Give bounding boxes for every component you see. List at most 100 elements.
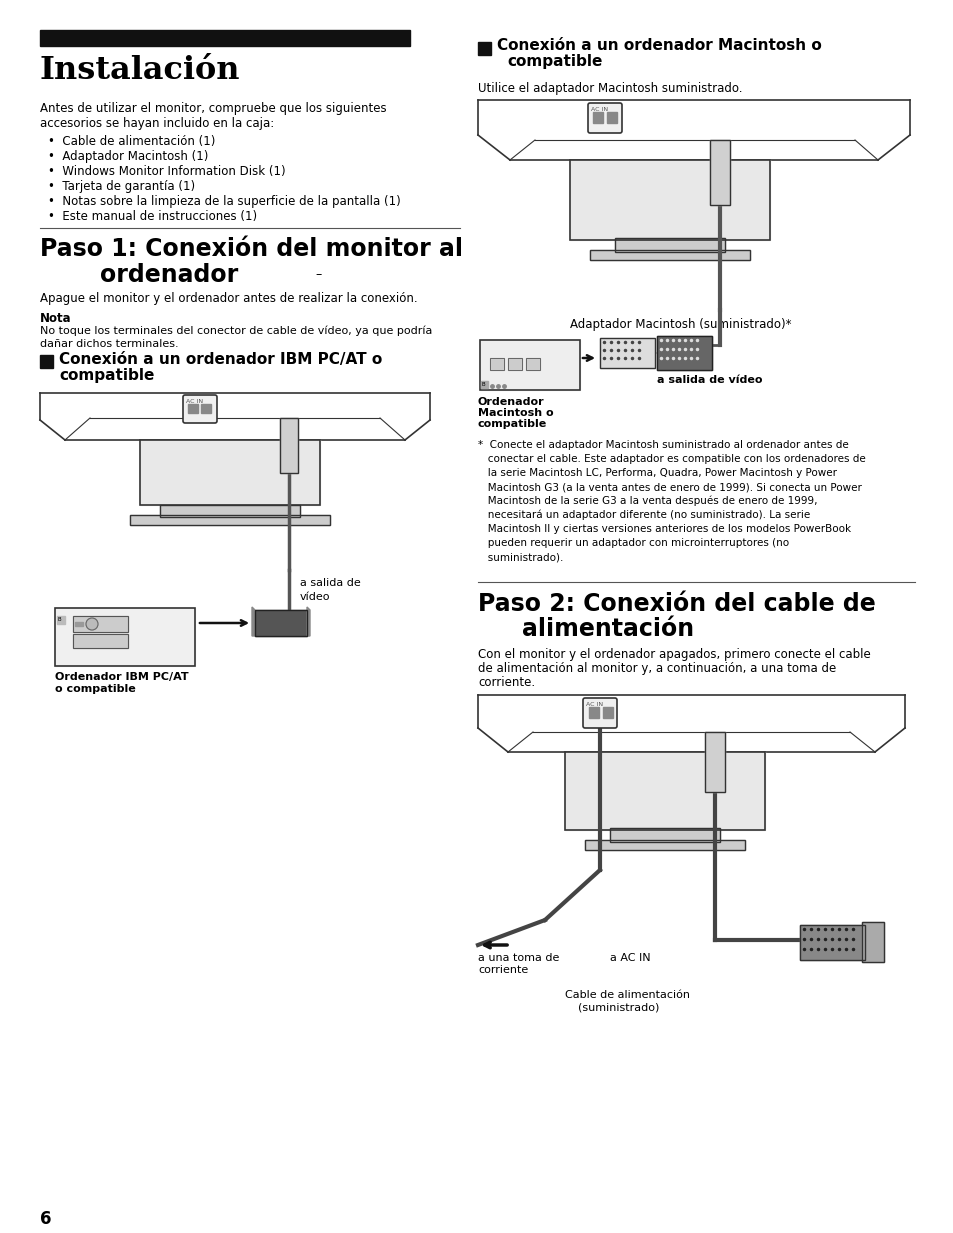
Bar (709, 141, 729, 205)
Text: Macintosh II y ciertas versiones anteriores de los modelos PowerBook: Macintosh II y ciertas versiones anterio… (477, 524, 850, 534)
Text: AC IN: AC IN (585, 702, 602, 707)
Text: AC IN: AC IN (186, 399, 203, 404)
Text: –: – (314, 268, 321, 281)
Bar (609, 829, 720, 842)
Bar (479, 340, 579, 390)
Text: suministrado).: suministrado). (477, 552, 563, 562)
Text: •  Notas sobre la limpieza de la superficie de la pantalla (1): • Notas sobre la limpieza de la superfic… (48, 195, 400, 208)
Text: AC IN: AC IN (590, 107, 607, 112)
Bar (73, 616, 128, 633)
Bar (55, 608, 194, 666)
Bar (800, 925, 864, 961)
Text: compatible: compatible (59, 367, 154, 383)
Text: (suministrado): (suministrado) (578, 1002, 659, 1014)
Bar (564, 752, 764, 830)
Text: Macintosh de la serie G3 a la venta después de enero de 1999,: Macintosh de la serie G3 a la venta desp… (477, 496, 817, 507)
Bar (588, 707, 598, 718)
Text: pueden requerir un adaptador con microinterruptores (no: pueden requerir un adaptador con microin… (477, 538, 788, 547)
Text: 6: 6 (40, 1210, 51, 1228)
Text: Macintosh G3 (a la venta antes de enero de 1999). Si conecta un Power: Macintosh G3 (a la venta antes de enero … (477, 482, 861, 492)
Bar (862, 922, 883, 962)
FancyBboxPatch shape (587, 104, 621, 133)
Text: compatible: compatible (506, 54, 601, 69)
Bar (130, 515, 330, 525)
Bar (57, 616, 65, 624)
Text: conectar el cable. Este adaptador es compatible con los ordenadores de: conectar el cable. Este adaptador es com… (477, 454, 864, 464)
Text: Con el monitor y el ordenador apagados, primero conecte el cable: Con el monitor y el ordenador apagados, … (477, 649, 870, 661)
Bar (569, 160, 769, 240)
Text: Ordenador IBM PC/AT: Ordenador IBM PC/AT (55, 672, 189, 682)
Bar (490, 358, 503, 370)
Bar (589, 250, 749, 260)
Bar (507, 358, 521, 370)
Text: Cable de alimentación: Cable de alimentación (564, 990, 689, 1000)
Text: corriente.: corriente. (477, 676, 535, 689)
Bar (704, 732, 724, 792)
Bar (602, 707, 613, 718)
Text: B: B (481, 382, 485, 387)
Text: *  Conecte el adaptador Macintosh suministrado al ordenador antes de: * Conecte el adaptador Macintosh suminis… (477, 440, 848, 450)
Text: dañar dichos terminales.: dañar dichos terminales. (40, 339, 178, 349)
Text: B: B (58, 616, 62, 621)
Text: Conexión a un ordenador Macintosh o: Conexión a un ordenador Macintosh o (497, 38, 821, 53)
Bar (709, 141, 729, 205)
Bar (657, 337, 711, 370)
Bar (188, 404, 198, 413)
FancyBboxPatch shape (582, 698, 617, 727)
Bar (55, 608, 194, 666)
Text: a una toma de: a una toma de (477, 953, 558, 963)
Bar (490, 358, 503, 370)
Bar (280, 418, 297, 473)
Text: alimentación: alimentación (521, 616, 694, 641)
Text: •  Windows Monitor Information Disk (1): • Windows Monitor Information Disk (1) (48, 165, 285, 178)
Text: Utilice el adaptador Macintosh suministrado.: Utilice el adaptador Macintosh suministr… (477, 83, 741, 95)
Text: ordenador: ordenador (100, 263, 238, 287)
Text: Macintosh o: Macintosh o (477, 408, 553, 418)
Text: Ordenador: Ordenador (477, 397, 544, 407)
Text: •  Tarjeta de garantía (1): • Tarjeta de garantía (1) (48, 180, 195, 194)
Text: de alimentación al monitor y, a continuación, a una toma de: de alimentación al monitor y, a continua… (477, 662, 836, 674)
Bar (73, 616, 128, 633)
Bar (593, 112, 602, 123)
Text: •  Adaptador Macintosh (1): • Adaptador Macintosh (1) (48, 150, 208, 163)
Text: Conexión a un ordenador IBM PC/AT o: Conexión a un ordenador IBM PC/AT o (59, 351, 382, 367)
Bar (477, 42, 491, 55)
Text: Nota: Nota (40, 312, 71, 326)
Text: No toque los terminales del conector de cable de vídeo, ya que podría: No toque los terminales del conector de … (40, 326, 432, 337)
Bar (606, 112, 617, 123)
FancyBboxPatch shape (183, 395, 216, 423)
Text: Adaptador Macintosh (suministrado)*: Adaptador Macintosh (suministrado)* (569, 318, 791, 330)
Bar (480, 381, 488, 388)
Circle shape (86, 618, 98, 630)
Text: Instalación: Instalación (40, 55, 240, 86)
Text: corriente: corriente (477, 965, 528, 975)
Bar (525, 358, 539, 370)
Bar (584, 840, 744, 850)
Bar (254, 610, 307, 636)
Bar (584, 840, 744, 850)
Bar (140, 440, 319, 506)
Text: accesorios se hayan incluido en la caja:: accesorios se hayan incluido en la caja: (40, 117, 274, 129)
Bar (140, 440, 319, 506)
Bar (201, 404, 211, 413)
Bar (75, 621, 83, 626)
Bar (254, 610, 307, 636)
Bar (609, 829, 720, 842)
Text: •  Este manual de instrucciones (1): • Este manual de instrucciones (1) (48, 210, 257, 223)
Bar (704, 732, 724, 792)
Text: o compatible: o compatible (55, 684, 135, 694)
Bar (525, 358, 539, 370)
Bar (657, 337, 711, 370)
Bar (800, 925, 864, 961)
Bar (862, 922, 883, 962)
Bar (564, 752, 764, 830)
Bar (40, 30, 410, 46)
Bar (73, 634, 128, 649)
Text: Antes de utilizar el monitor, compruebe que los siguientes: Antes de utilizar el monitor, compruebe … (40, 102, 386, 115)
Bar (569, 160, 769, 240)
Bar (160, 506, 299, 517)
Bar (599, 338, 655, 367)
Bar (40, 355, 53, 367)
Text: Apague el monitor y el ordenador antes de realizar la conexión.: Apague el monitor y el ordenador antes d… (40, 292, 417, 305)
Bar (615, 238, 724, 252)
